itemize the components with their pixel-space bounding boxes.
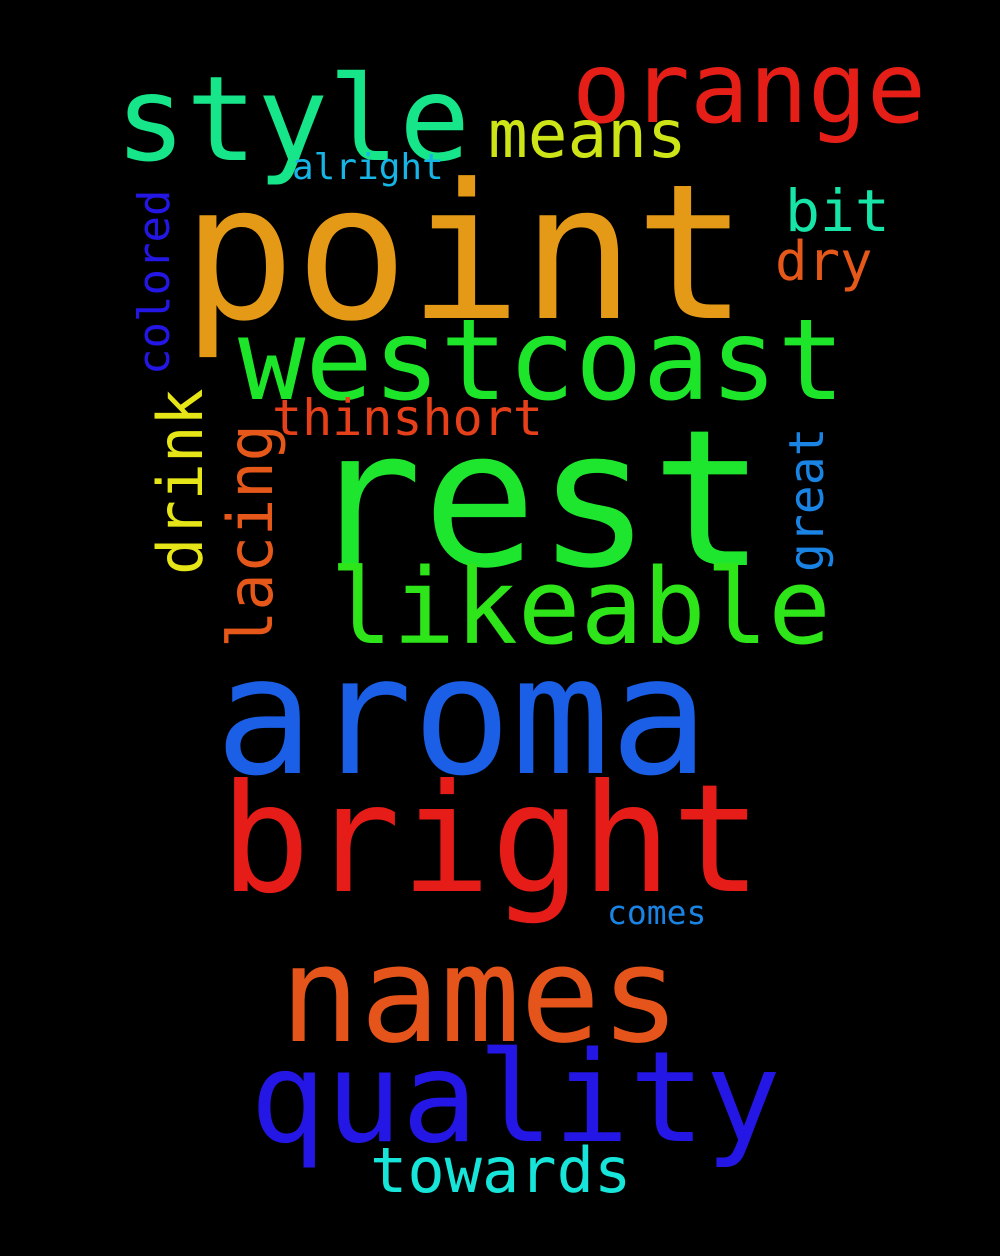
word-aroma: aroma — [215, 621, 709, 812]
word-drink: drink — [144, 388, 217, 575]
word-orange: orange — [572, 32, 927, 146]
word-style: style — [115, 50, 471, 188]
word-likeable: likeable — [330, 546, 831, 668]
word-westcoast: westcoast — [238, 296, 845, 426]
word-colored: colored — [129, 189, 180, 375]
word-point: point — [182, 144, 748, 363]
word-rest: rest — [308, 389, 766, 610]
word-names: names — [280, 919, 681, 1073]
word-comes: comes — [607, 893, 707, 932]
word-great: great — [779, 427, 835, 573]
word-bit: bit — [785, 177, 890, 245]
word-thinshort: thinshort — [272, 389, 543, 447]
word-lacing: lacing — [214, 424, 287, 648]
word-bright: bright — [220, 753, 762, 927]
word-towards: towards — [370, 1134, 632, 1207]
word-quality: quality — [250, 1024, 782, 1171]
word-dry: dry — [775, 230, 873, 293]
word-means: means — [488, 96, 687, 173]
word-alright: alright — [292, 147, 444, 188]
